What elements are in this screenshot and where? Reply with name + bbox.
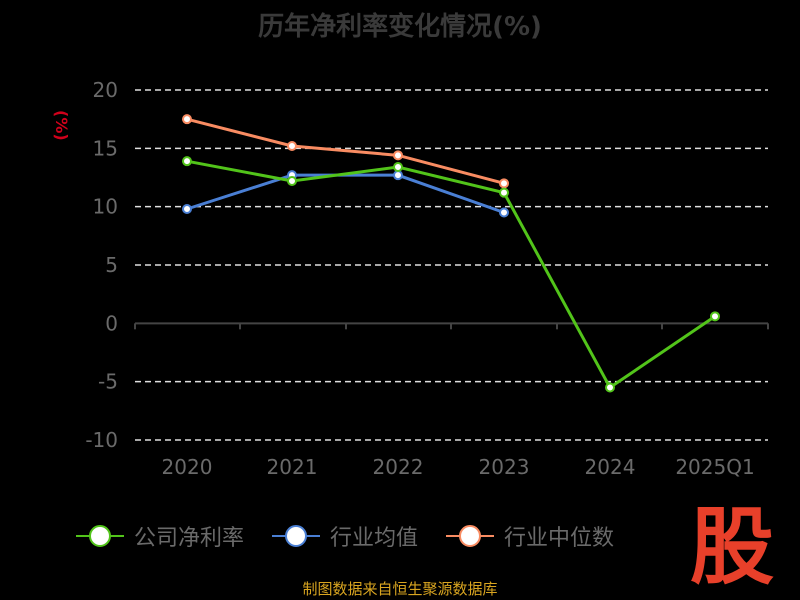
legend-item-industry-median[interactable]: 行业中位数 — [446, 520, 614, 552]
x-tick-label: 2020 — [162, 455, 213, 479]
data-point — [393, 150, 403, 161]
data-point — [499, 207, 509, 218]
y-tick-label: 0 — [105, 311, 118, 335]
legend: 公司净利率 行业均值 行业中位数 — [0, 520, 690, 552]
legend-marker-icon — [271, 524, 320, 548]
legend-label: 行业均值 — [329, 526, 418, 551]
data-point — [287, 176, 297, 186]
data-source-note: 制图数据来自恒生聚源数据库 — [302, 580, 498, 598]
brand-logo: 股 — [690, 498, 775, 596]
data-point — [393, 162, 403, 172]
y-tick-label: 20 — [93, 78, 118, 102]
y-tick-label: 5 — [105, 253, 118, 277]
series-line — [186, 159, 716, 390]
series-line — [186, 117, 505, 185]
legend-label: 公司净利率 — [133, 526, 244, 551]
legend-label: 行业中位数 — [504, 526, 615, 551]
legend-marker-icon — [75, 524, 124, 548]
data-point — [393, 170, 403, 181]
data-point — [499, 178, 509, 189]
data-point — [499, 187, 509, 198]
x-tick-label: 2024 — [585, 455, 636, 479]
data-point — [287, 141, 297, 151]
y-tick-label: 10 — [93, 195, 118, 219]
legend-marker-icon — [446, 524, 494, 548]
data-point — [605, 382, 615, 393]
data-point — [182, 156, 192, 167]
data-point — [182, 204, 192, 214]
chart-title: 历年净利率变化情况(%) — [258, 12, 542, 42]
legend-item-industry-average[interactable]: 行业均值 — [271, 520, 418, 552]
y-tick-label: -5 — [98, 370, 118, 394]
data-point — [710, 311, 720, 322]
x-tick-label: 2021 — [267, 455, 318, 479]
y-axis-label: (%) — [52, 110, 71, 141]
data-point — [182, 114, 192, 125]
legend-item-company-net-margin[interactable]: 公司净利率 — [75, 520, 244, 552]
y-tick-label: -10 — [85, 428, 118, 452]
x-tick-label: 2025Q1 — [675, 455, 754, 479]
y-tick-label: 15 — [93, 136, 118, 160]
x-tick-label: 2023 — [479, 455, 530, 479]
x-tick-label: 2022 — [373, 455, 424, 479]
